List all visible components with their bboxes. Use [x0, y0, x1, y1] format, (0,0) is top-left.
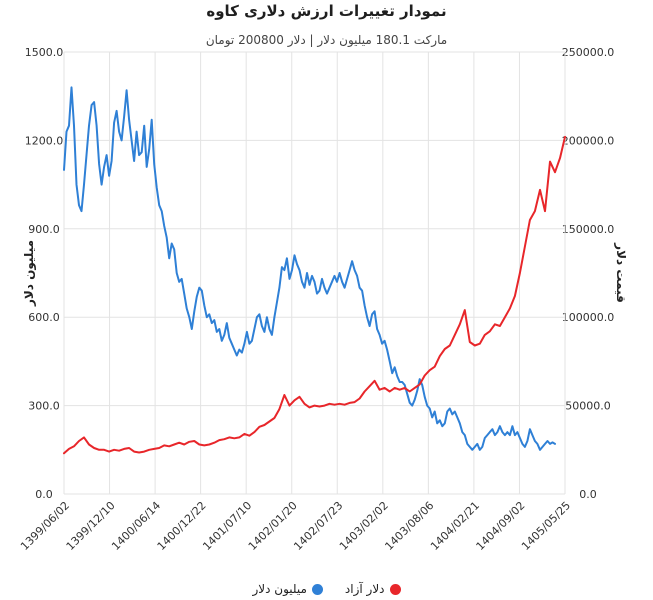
chart-title: نمودار تغییرات ارزش دلاری کاوه: [206, 2, 447, 20]
chart-legend: دلار آزاد میلیون دلار: [0, 582, 653, 596]
y-left-tick-label: 1200.0: [25, 134, 64, 147]
y-right-tick-label: 200000.0: [562, 134, 615, 147]
y-right-axis-title: قیمت دلار: [614, 242, 628, 303]
y-right-tick-label: 150000.0: [562, 223, 615, 236]
y-right-tick-label: 250000.0: [562, 46, 615, 59]
y-left-tick-label: 1500.0: [25, 46, 64, 59]
y-right-tick-label: 0.0: [579, 488, 597, 501]
line-chart: 1500.0 250000.0 1200.0 200000.0 900.0 150000.…: [18, 46, 628, 553]
y-left-tick-label: 600.0: [28, 311, 60, 324]
series-line-usd-rate: [63, 135, 566, 455]
legend-label-usd-rate: دلار آزاد: [344, 582, 385, 596]
legend-label-market-cap: میلیون دلار: [252, 582, 307, 596]
legend-item-usd-rate[interactable]: دلار آزاد: [345, 582, 401, 596]
y-left-tick-label: 0.0: [35, 488, 53, 501]
x-tick-label: 1405/05/25: [519, 499, 573, 553]
y-left-tick-label: 900.0: [28, 223, 60, 236]
y-right-tick-label: 50000.0: [565, 400, 611, 413]
series-line-market-cap: [63, 86, 556, 451]
chart-subtitle: مارکت 180.1 میلیون دلار | دلار 200800 تو…: [205, 33, 448, 47]
legend-marker-red: [389, 583, 401, 595]
y-left-axis-title: میلیون دلار: [22, 240, 37, 307]
y-right-tick-label: 100000.0: [562, 311, 615, 324]
legend-item-market-cap[interactable]: میلیون دلار: [252, 582, 323, 596]
y-left-tick-label: 300.0: [28, 400, 60, 413]
legend-marker-blue: [311, 583, 323, 595]
